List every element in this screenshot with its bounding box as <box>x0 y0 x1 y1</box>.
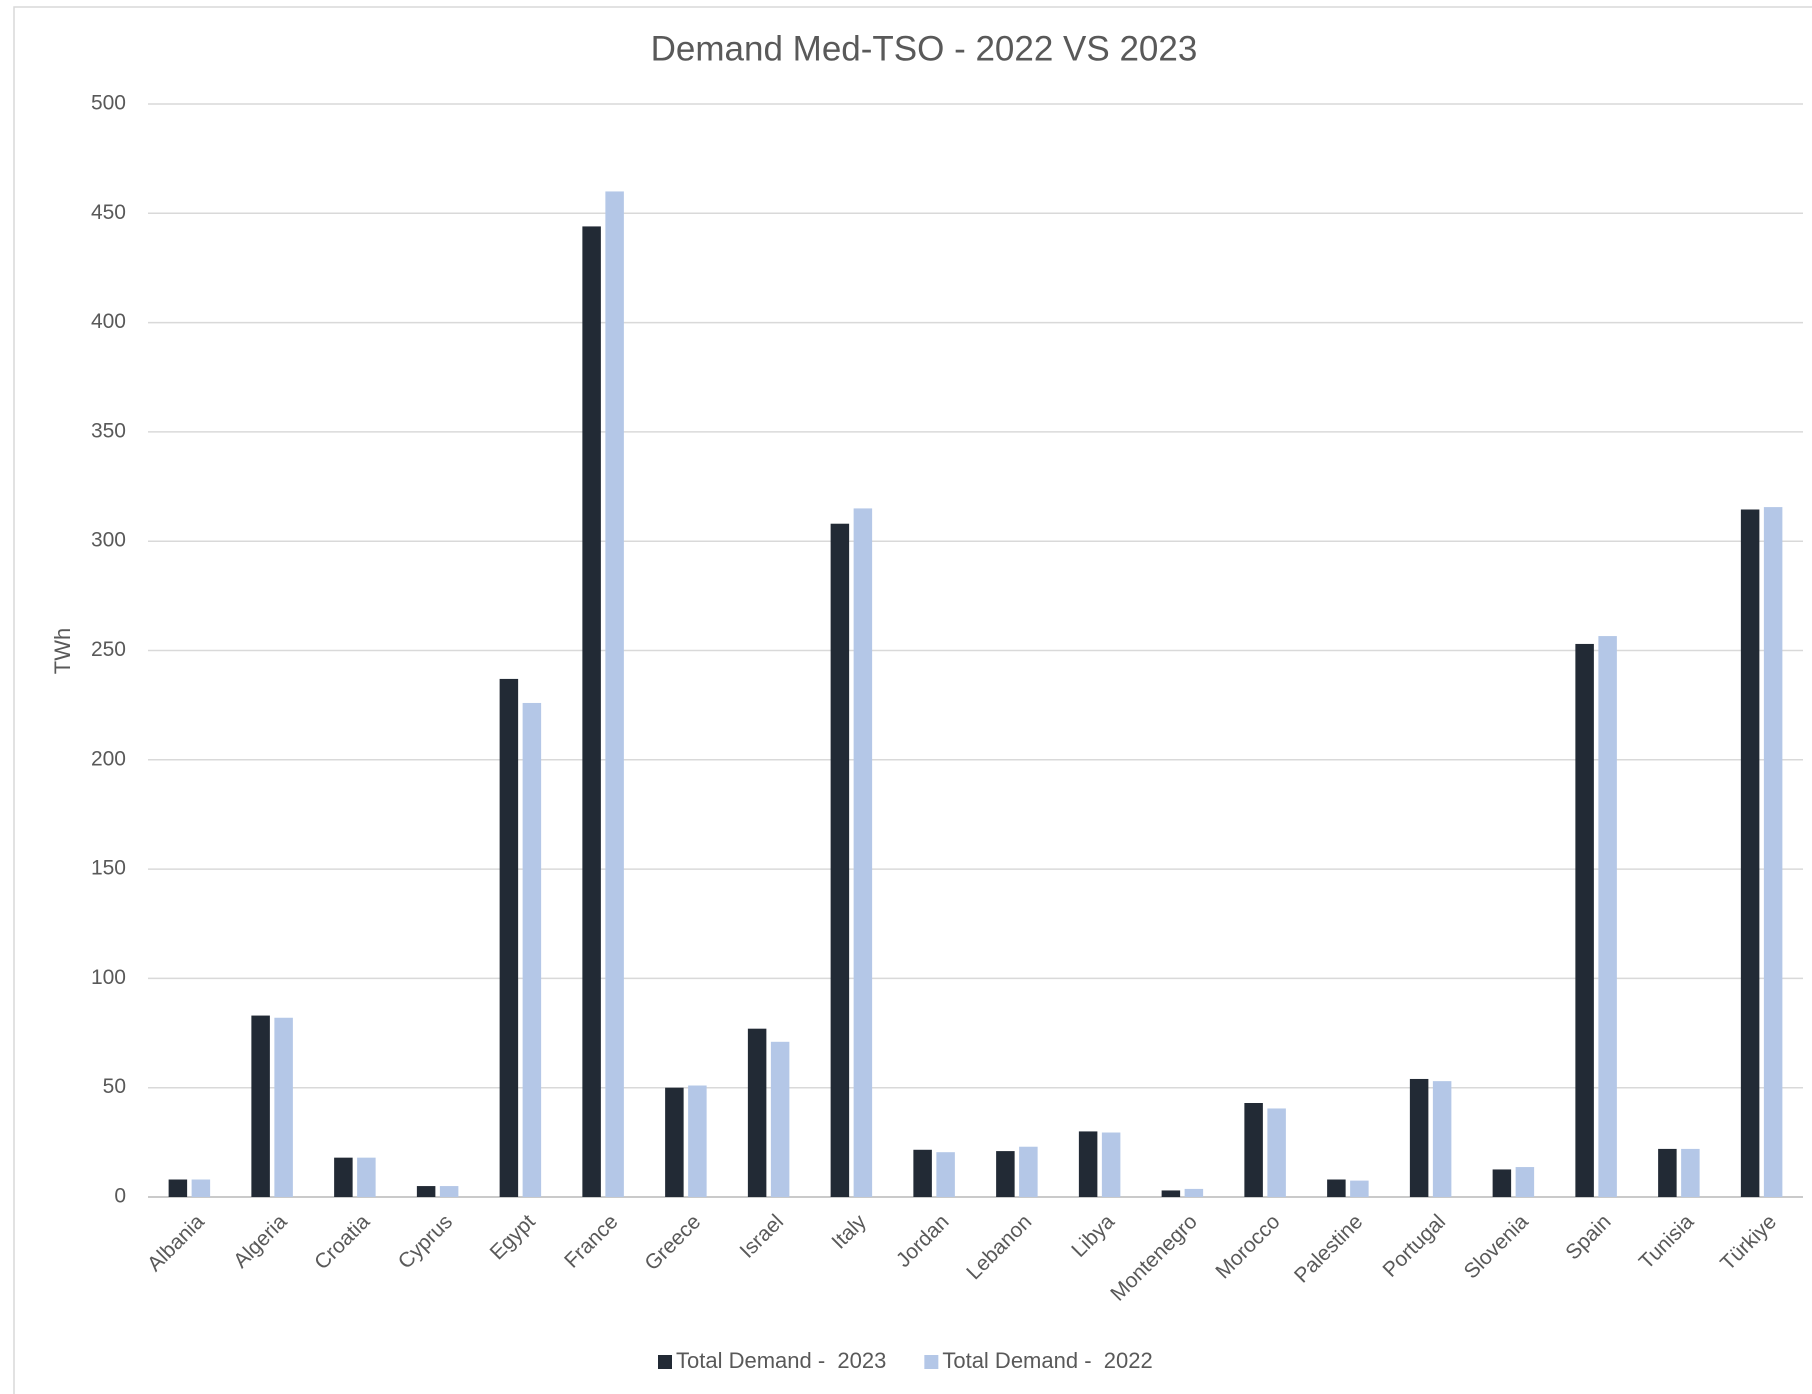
bar <box>1575 643 1594 1197</box>
bar <box>416 1186 436 1197</box>
bar <box>274 1017 293 1197</box>
bar <box>936 1152 955 1197</box>
x-tick-label: Israel <box>736 1210 789 1263</box>
bar <box>1681 1148 1700 1197</box>
x-tick-label: Tunisia <box>1635 1210 1699 1274</box>
bar <box>1019 1146 1038 1197</box>
x-tick-label: Morocco <box>1211 1210 1284 1283</box>
bar <box>1763 507 1783 1197</box>
bar <box>1267 1108 1286 1197</box>
y-tick-label: 150 <box>91 857 126 880</box>
bar <box>1598 636 1617 1197</box>
bar <box>830 523 850 1197</box>
y-tick-label: 300 <box>91 529 126 552</box>
y-axis-label: TWh <box>50 628 75 674</box>
y-tick-label: 100 <box>91 966 126 989</box>
x-tick-label: Jordan <box>892 1210 954 1272</box>
bar <box>1327 1179 1346 1197</box>
legend-swatch <box>658 1355 672 1369</box>
bar <box>688 1085 707 1197</box>
bar <box>747 1028 767 1197</box>
x-tick-label: Montenegro <box>1106 1210 1202 1306</box>
bar <box>582 226 601 1197</box>
bar <box>1515 1167 1535 1197</box>
bar <box>1492 1169 1512 1197</box>
y-tick-label: 350 <box>91 419 126 442</box>
x-tick-label: Italy <box>827 1210 871 1254</box>
bar <box>996 1151 1015 1197</box>
chart-frame <box>13 6 1812 1394</box>
bar <box>499 678 519 1197</box>
bar <box>770 1041 790 1197</box>
legend-label: Total Demand - 2022 <box>942 1348 1152 1373</box>
y-tick-label: 450 <box>91 201 126 224</box>
x-tick-label: Greece <box>640 1210 705 1275</box>
legend-swatch <box>924 1355 939 1369</box>
bar <box>1658 1148 1677 1197</box>
x-tick-label: Palestine <box>1290 1210 1367 1287</box>
bar <box>1350 1180 1369 1197</box>
x-tick-label: Algeria <box>229 1210 292 1273</box>
bar <box>251 1015 270 1197</box>
bar <box>191 1179 211 1197</box>
y-tick-label: 400 <box>91 310 126 333</box>
x-tick-label: Lebanon <box>962 1210 1036 1284</box>
bar <box>522 702 542 1197</box>
x-tick-label: Spain <box>1561 1210 1615 1264</box>
bar <box>1101 1132 1121 1197</box>
x-tick-label: Albania <box>143 1210 209 1276</box>
bar <box>357 1157 376 1197</box>
x-tick-label: Egypt <box>486 1210 540 1264</box>
x-tick-label: Libya <box>1067 1210 1119 1262</box>
bar <box>1161 1190 1181 1197</box>
bar <box>665 1087 684 1197</box>
x-tick-label: Cyprus <box>394 1210 457 1273</box>
x-tick-label: Croatia <box>310 1210 374 1274</box>
bar <box>1078 1131 1098 1197</box>
bar <box>1432 1081 1452 1197</box>
x-tick-label: Portugal <box>1379 1210 1451 1282</box>
x-tick-label: Türkiye <box>1716 1210 1781 1275</box>
x-tick-label: Slovenia <box>1460 1210 1533 1283</box>
chart-title: Demand Med-TSO - 2022 VS 2023 <box>651 29 1198 68</box>
bar <box>913 1149 932 1197</box>
y-tick-label: 250 <box>91 638 126 661</box>
y-tick-label: 50 <box>103 1075 126 1098</box>
y-tick-label: 0 <box>114 1185 126 1208</box>
bar <box>1740 509 1760 1197</box>
bar <box>1244 1103 1263 1197</box>
x-tick-label: France <box>560 1210 622 1272</box>
bar <box>853 508 873 1197</box>
legend-label: Total Demand - 2023 <box>676 1348 886 1373</box>
bar <box>439 1186 459 1197</box>
bar <box>334 1157 353 1197</box>
y-tick-label: 500 <box>91 92 126 115</box>
y-tick-label: 200 <box>91 747 126 770</box>
bar <box>1409 1078 1429 1197</box>
bar <box>1184 1188 1204 1197</box>
bar <box>605 191 624 1197</box>
bar <box>168 1179 188 1197</box>
